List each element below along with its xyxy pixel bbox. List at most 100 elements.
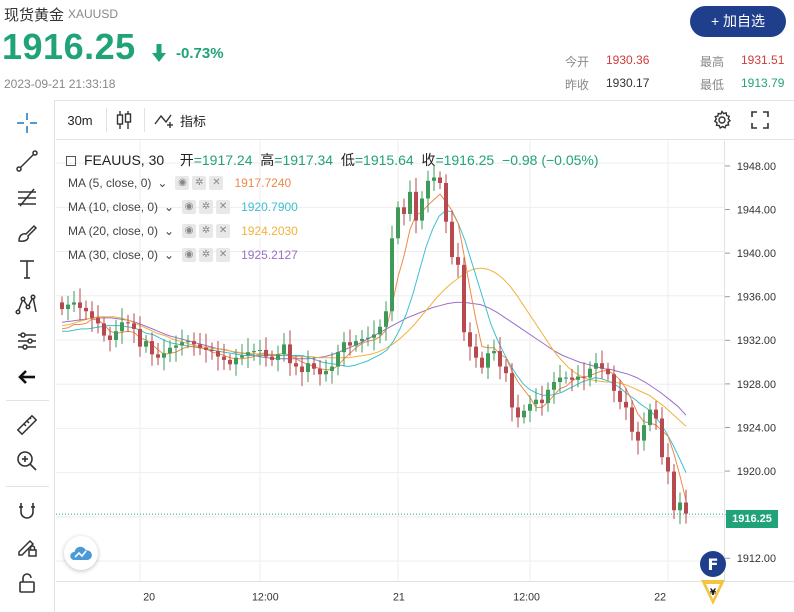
candle-body: [510, 373, 514, 408]
back-tool[interactable]: [10, 360, 44, 394]
close-icon[interactable]: ✕: [216, 200, 231, 214]
candle-body: [234, 357, 238, 365]
candle-body: [414, 191, 418, 221]
legend-low-label: 低: [340, 152, 355, 168]
candle-body: [618, 390, 622, 402]
chart-logo-button[interactable]: [64, 536, 98, 570]
candle-body: [336, 352, 340, 367]
ma-value: 1917.7240: [234, 176, 292, 190]
eye-icon[interactable]: ◉: [175, 176, 190, 190]
candle-body: [528, 404, 532, 411]
y-tick-label: 1920.00: [737, 466, 776, 478]
candle-body: [408, 191, 412, 214]
legend-symbol[interactable]: FEAUUS, 30: [84, 152, 165, 168]
trend-line-icon: [16, 150, 38, 172]
zoom-tool[interactable]: [10, 444, 44, 478]
candle-body: [132, 323, 136, 329]
candle-body: [72, 302, 76, 305]
candlestick-chart[interactable]: [56, 141, 724, 581]
candle-body: [606, 368, 610, 375]
instrument-name: 现货黄金: [4, 7, 65, 24]
magnet-tool[interactable]: [10, 494, 44, 528]
candle-body: [312, 363, 316, 369]
candle-body: [186, 341, 190, 343]
crosshair-tool[interactable]: [10, 106, 44, 140]
candle-body: [480, 357, 484, 368]
pattern-tool[interactable]: [10, 288, 44, 322]
ma-legend-row[interactable]: MA (20, close, 0) ⌄ ◉ ✲ ✕ 1924.2030: [68, 224, 298, 238]
candle-body: [102, 323, 106, 336]
candle-body: [264, 349, 268, 357]
indicators-button[interactable]: 指标: [148, 106, 212, 134]
close-icon[interactable]: ✕: [216, 248, 231, 262]
gear-icon[interactable]: ✲: [199, 224, 214, 238]
candle-body: [474, 346, 478, 358]
candle-body: [666, 457, 670, 472]
lock-drawing-tool[interactable]: [10, 530, 44, 564]
candle-body: [558, 377, 562, 383]
close-icon[interactable]: ✕: [216, 224, 231, 238]
candle-body: [60, 302, 64, 310]
y-tick-label: 1912.00: [737, 553, 776, 565]
settings-button[interactable]: [708, 106, 736, 134]
ma-legend-row[interactable]: MA (30, close, 0) ⌄ ◉ ✲ ✕ 1925.2127: [68, 248, 298, 262]
crosshair-icon: [17, 113, 37, 133]
last-price: 1916.25: [2, 26, 136, 67]
candle-body: [546, 389, 550, 404]
eye-icon[interactable]: ◉: [182, 200, 197, 214]
legend-collapse-icon[interactable]: [66, 156, 76, 166]
eye-icon[interactable]: ◉: [182, 248, 197, 262]
fullscreen-button[interactable]: [746, 106, 774, 134]
lock-tool[interactable]: [10, 566, 44, 600]
candle-body: [456, 257, 460, 265]
ma-legend-row[interactable]: MA (10, close, 0) ⌄ ◉ ✲ ✕ 1920.7900: [68, 200, 298, 214]
trend-line-tool[interactable]: [10, 144, 44, 178]
candle-body: [570, 377, 574, 380]
price-axis[interactable]: 1948.00 1944.00 1940.00 1936.00 1932.00 1928.…: [724, 141, 794, 581]
candle-body: [126, 322, 130, 324]
candle-body: [438, 177, 442, 184]
eye-icon[interactable]: ◉: [182, 224, 197, 238]
candle-body: [324, 370, 328, 375]
gear-icon[interactable]: ✲: [199, 200, 214, 214]
chart-type-button[interactable]: [110, 106, 138, 134]
candle-body: [174, 345, 178, 348]
legend-high: =1917.34: [274, 152, 334, 168]
toolbar-divider: [144, 108, 145, 132]
toolbar-divider: [6, 486, 49, 487]
interval-button[interactable]: 30m: [67, 112, 93, 128]
ma-value: 1925.2127: [241, 248, 298, 262]
y-tick-label: 1928.00: [737, 379, 776, 391]
chevron-down-icon[interactable]: ⌄: [164, 224, 175, 238]
close-icon[interactable]: ✕: [209, 176, 224, 190]
legend-change: −0.98 (−0.05%): [502, 152, 599, 168]
x-tick-label: 21: [393, 591, 405, 603]
gear-icon[interactable]: ✲: [192, 176, 207, 190]
quote-header: 现货黄金 XAUUSD 1916.25 -0.73% 2023-09-21 21…: [0, 0, 794, 100]
candle-body: [360, 338, 364, 342]
text-tool[interactable]: [10, 252, 44, 286]
candle-body: [240, 355, 244, 358]
candle-body: [402, 207, 406, 214]
gear-icon[interactable]: ✲: [199, 248, 214, 262]
gear-icon: [713, 110, 732, 130]
candle-body: [114, 331, 118, 340]
candle-body: [228, 359, 232, 365]
candle-body: [138, 328, 142, 347]
stat-label-high: 最高: [700, 55, 725, 69]
brush-tool[interactable]: [10, 216, 44, 250]
fib-tool[interactable]: [10, 180, 44, 214]
candle-body: [540, 399, 544, 404]
chevron-down-icon[interactable]: ⌄: [164, 248, 175, 262]
measure-tool[interactable]: [10, 408, 44, 442]
ma-legend-row[interactable]: MA (5, close, 0) ⌄ ◉ ✲ ✕ 1917.7240: [68, 176, 291, 190]
chevron-down-icon[interactable]: ⌄: [164, 200, 175, 214]
fullscreen-icon: [751, 111, 769, 129]
time-axis[interactable]: 20 12:00 21 12:00 22: [56, 581, 794, 612]
candle-body: [258, 349, 262, 352]
forecast-tool[interactable]: [10, 324, 44, 358]
quote-timestamp: 2023-09-21 21:33:18: [4, 77, 116, 91]
add-watchlist-button[interactable]: + 加自选: [690, 6, 786, 37]
chevron-down-icon[interactable]: ⌄: [157, 176, 168, 190]
candle-body: [300, 366, 304, 373]
